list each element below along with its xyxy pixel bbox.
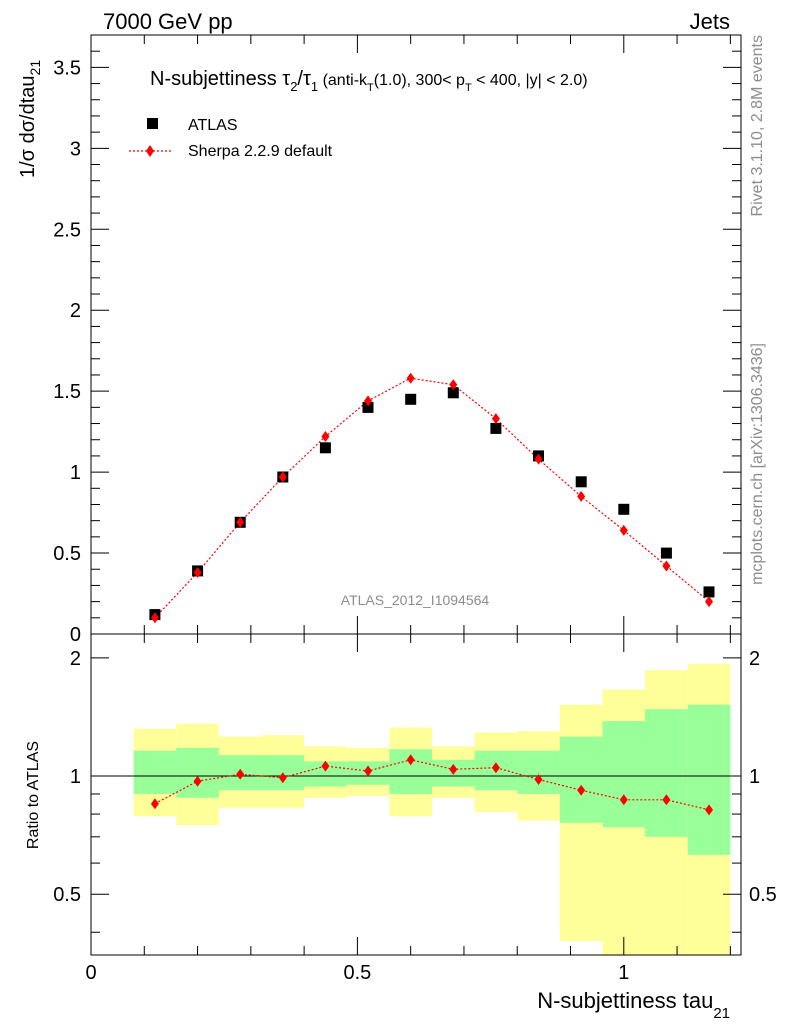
sherpa-data-point <box>577 490 586 502</box>
main-y-tick-label: 2 <box>70 300 81 322</box>
ratio-data-point <box>193 775 202 787</box>
ratio-data-point <box>534 773 543 785</box>
ratio-data-point <box>577 784 586 796</box>
main-y-tick-label: 2.5 <box>53 219 81 241</box>
atlas-data-point <box>490 422 502 434</box>
sherpa-data-point <box>491 413 500 425</box>
sherpa-data-point <box>662 560 671 572</box>
ratio-y-tick-label-left: 1 <box>70 766 81 788</box>
sherpa-data-point <box>321 430 330 442</box>
ratio-data-point <box>364 765 373 777</box>
sherpa-data-point <box>278 471 287 483</box>
rivet-version-label: Rivet 3.1.10, 2.8M events <box>749 35 766 216</box>
x-tick-label: 0 <box>85 962 96 984</box>
sherpa-data-point <box>193 566 202 578</box>
sherpa-data-point <box>534 453 543 465</box>
sherpa-data-point <box>236 516 245 528</box>
ratio-data-point <box>321 760 330 772</box>
ratio-axes: 0.5 0.5 1 1 2 2 0 0.5 1 <box>53 634 777 984</box>
ratio-y-tick-label-left: 2 <box>70 648 81 670</box>
ratio-data-point <box>705 804 714 816</box>
main-y-tick-label: 3 <box>70 138 81 160</box>
ratio-y-tick-label-right: 0.5 <box>749 884 777 906</box>
ratio-data-point <box>236 768 245 780</box>
ratio-y-axis-label: Ratio to ATLAS <box>25 741 42 849</box>
ratio-y-tick-label-right: 2 <box>749 648 760 670</box>
mcplots-reference-label: mcplots.cern.ch [arXiv:1306.3436] <box>749 343 766 585</box>
atlas-data-point <box>575 476 587 488</box>
main-data-marks <box>149 372 715 624</box>
sherpa-series-line <box>154 377 710 619</box>
ratio-frame <box>90 633 742 956</box>
atlas-data-point <box>319 442 331 454</box>
main-y-tick-label: 3.5 <box>53 57 81 79</box>
ratio-inner-band <box>687 704 731 855</box>
ratio-data-point <box>619 794 628 806</box>
ratio-y-tick-label-right: 1 <box>749 766 760 788</box>
ratio-inner-band <box>176 747 219 798</box>
sherpa-data-point <box>619 524 628 536</box>
ratio-data-point <box>662 794 671 806</box>
atlas-data-point <box>362 401 374 413</box>
ratio-inner-band <box>559 736 603 823</box>
main-axes: 0 0.5 1 1.5 2 2.5 3 3.5 <box>53 35 741 646</box>
ratio-inner-band <box>602 721 646 828</box>
ratio-series-line <box>154 759 710 811</box>
main-panel: 0 0.5 1 1.5 2 2.5 3 3.5 N-subjettiness τ2/τ1 (a… <box>17 34 742 646</box>
main-y-tick-label: 1 <box>70 462 81 484</box>
sherpa-data-point <box>705 596 714 608</box>
legend-sherpa-label: Sherpa 2.2.9 default <box>188 143 333 160</box>
ratio-data-point <box>491 762 500 774</box>
ratio-data-point <box>449 763 458 775</box>
sherpa-data-point <box>449 379 458 391</box>
main-y-tick-label: 1.5 <box>53 381 81 403</box>
legend: ATLAS Sherpa 2.2.9 default <box>129 117 333 160</box>
legend-atlas-label: ATLAS <box>188 117 238 134</box>
main-y-tick-label: 0.5 <box>53 543 81 565</box>
atlas-data-point <box>447 387 459 399</box>
header-process-label: Jets <box>690 9 730 34</box>
atlas-data-point <box>660 547 672 559</box>
analysis-watermark: ATLAS_2012_I1094564 <box>341 592 490 608</box>
sherpa-data-point <box>364 395 373 407</box>
ratio-uncertainty-bands <box>133 663 731 955</box>
x-axis-label: N-subjettiness tau21 <box>537 988 730 1022</box>
atlas-data-point <box>618 503 630 515</box>
x-tick-label: 0.5 <box>343 962 371 984</box>
ratio-panel: 0.5 0.5 1 1 2 2 0 0.5 1 Ratio to ATLAS N-subjett… <box>25 633 777 1022</box>
main-y-tick-label: 0 <box>70 624 81 646</box>
atlas-data-point <box>703 586 715 598</box>
x-tick-label: 1 <box>618 962 629 984</box>
chart-title: N-subjettiness τ2/τ1 (anti-kT(1.0), 300<… <box>150 68 588 94</box>
main-y-axis-label: 1/σ dσ/dtau21 <box>17 60 43 178</box>
legend-atlas-marker <box>147 118 158 129</box>
ratio-inner-band <box>517 750 560 794</box>
ratio-data-point <box>150 798 159 810</box>
ratio-y-tick-label-left: 0.5 <box>53 884 81 906</box>
legend-sherpa-marker <box>146 145 154 157</box>
ratio-data-point <box>406 754 415 766</box>
atlas-data-point <box>405 393 417 405</box>
ratio-data-point <box>278 772 287 784</box>
ratio-data-marks <box>150 754 714 816</box>
ratio-inner-band <box>133 750 177 794</box>
ratio-inner-band <box>645 709 688 837</box>
header-energy-label: 7000 GeV pp <box>103 9 233 34</box>
sherpa-data-point <box>150 612 159 624</box>
sherpa-data-point <box>406 372 415 384</box>
